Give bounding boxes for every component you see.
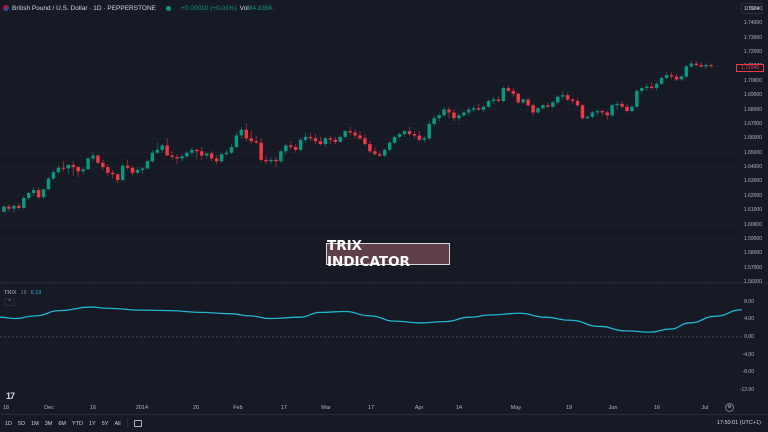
trix-line: [0, 306, 743, 333]
price-axis-label: 1.68000: [743, 106, 762, 113]
range-button-1m[interactable]: 1M: [31, 420, 39, 427]
price-axis-label: 1.73000: [743, 34, 762, 41]
current-price-tag: 1.71040: [736, 64, 764, 72]
price-change: +0.00010 (+0.01%): [181, 4, 237, 12]
price-axis-label: 1.72000: [743, 49, 762, 56]
price-axis-label: 1.61000: [743, 207, 762, 214]
range-button-5y[interactable]: 5Y: [101, 420, 109, 427]
bottom-toolbar: 1D 5D 1M 3M 6M YTD 1Y 5Y All: [0, 414, 768, 432]
collapse-indicator-button[interactable]: ^: [4, 298, 15, 306]
indicator-axis-label: 4.00: [744, 316, 754, 323]
indicator-axis-label: 8.00: [744, 298, 754, 305]
indicator-axis-label: -4.00: [742, 351, 754, 358]
time-axis-label: May: [510, 405, 522, 411]
range-button-ytd[interactable]: YTD: [71, 420, 83, 427]
price-axis-label: 1.64000: [743, 164, 762, 171]
price-axis-label: 1.63000: [743, 178, 762, 185]
symbol-header[interactable]: British Pound / U.S. Dollar · 1D · PEPPE…: [0, 0, 768, 16]
price-axis-label: 1.65000: [743, 149, 762, 156]
time-axis-label: Apr: [414, 405, 424, 411]
price-axis-label: 1.66000: [743, 135, 762, 142]
time-axis-label: 17: [280, 405, 288, 411]
indicator-axis-label: 0.00: [744, 334, 754, 340]
time-axis-label: 19: [565, 405, 573, 411]
price-axis-label: 1.75000: [743, 6, 762, 12]
price-axis-label: 1.60000: [743, 221, 762, 228]
indicator-axis-label: -8.00: [742, 369, 754, 376]
range-buttons: 1D 5D 1M 3M 6M YTD 1Y 5Y All: [5, 421, 127, 427]
grid: [0, 8, 742, 400]
currency-label: USD: [744, 5, 756, 12]
gear-icon[interactable]: ⚙: [725, 403, 734, 412]
price-axis-label: 1.70000: [743, 77, 762, 84]
market-status-icon: [166, 5, 172, 11]
time-axis-label: 20: [192, 405, 200, 411]
candles: [2, 60, 713, 214]
indicator-param: 18: [20, 290, 27, 296]
time-axis-label: 16: [89, 405, 97, 411]
title-banner: TRIX INDICATOR: [326, 238, 450, 270]
time-axis-label: Jun: [608, 405, 618, 411]
indicator-legend[interactable]: TRIX 18 6.19: [4, 290, 41, 296]
calendar-icon[interactable]: [133, 420, 142, 427]
time-axis-label: 14: [455, 405, 463, 411]
price-axis-label: 1.69000: [743, 92, 762, 99]
range-button-1y[interactable]: 1Y: [88, 420, 96, 427]
indicator-name: TRIX: [4, 290, 17, 296]
tradingview-logo-icon[interactable]: 17: [6, 391, 15, 401]
time-axis-label: Mar: [321, 405, 331, 411]
time-axis-label: 18: [2, 405, 10, 411]
divider: [126, 419, 128, 428]
time-axis-label: 17: [367, 405, 375, 411]
range-button-1d[interactable]: 1D: [5, 420, 13, 427]
price-axis-label: 1.67000: [743, 120, 762, 127]
clock: 17:50:01 (UTC+1): [716, 420, 761, 426]
volume-value: 84.835K: [248, 4, 273, 12]
chevron-up-icon: ^: [8, 299, 11, 305]
range-button-5d[interactable]: 5D: [18, 420, 26, 427]
indicator-axis-label: -12.00: [739, 386, 754, 393]
volume-label: Vol: [239, 4, 249, 12]
time-axis-label: Jul: [701, 405, 709, 411]
currency-selector[interactable]: USD ▾: [741, 3, 763, 14]
range-button-6m[interactable]: 6M: [58, 420, 66, 427]
price-axis-label: 1.59000: [743, 235, 762, 242]
range-button-3m[interactable]: 3M: [44, 420, 53, 427]
price-axis-label: 1.56000: [743, 279, 762, 286]
time-axis-label: Feb: [233, 405, 243, 411]
price-axis-label: 1.57000: [743, 264, 762, 271]
price-axis-label: 1.58000: [743, 250, 762, 257]
price-axis-label: 1.74000: [743, 20, 762, 27]
currency-flag-icon: [3, 5, 9, 11]
symbol-title[interactable]: British Pound / U.S. Dollar · 1D · PEPPE…: [12, 4, 157, 12]
time-axis-label: Dec: [44, 405, 54, 411]
time-axis-label: 16: [653, 405, 661, 411]
time-axis-label: 2014: [135, 405, 149, 411]
indicator-value: 6.19: [30, 290, 42, 296]
price-axis-label: 1.62000: [743, 192, 762, 199]
range-button-all[interactable]: All: [114, 420, 121, 427]
